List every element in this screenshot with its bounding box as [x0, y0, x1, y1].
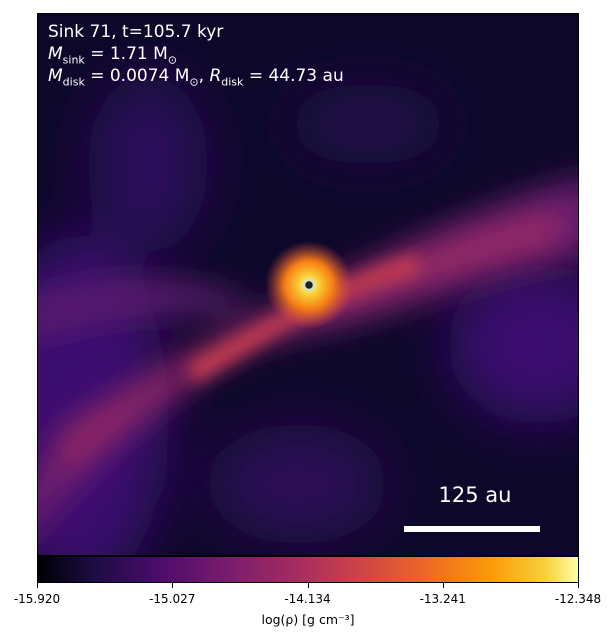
colorbar-tick-label: -13.241 — [419, 592, 466, 606]
disk-annotation: Mdisk = 0.0074 M⊙, Rdisk = 44.73 au — [48, 66, 344, 89]
sink-info-title: Sink 71, t=105.7 kyr — [48, 22, 224, 42]
colorbar-tick — [37, 583, 38, 588]
scale-bar-label: 125 au — [438, 483, 512, 507]
colorbar-tick — [578, 583, 579, 588]
scale-bar — [404, 526, 540, 532]
colorbar-tick — [172, 583, 174, 588]
colorbar-tick — [307, 583, 309, 588]
colorbar-tick-label: -15.920 — [13, 592, 61, 606]
sink-mass-annotation: Msink = 1.71 M⊙ — [48, 44, 178, 67]
colorbar-tick-label: -14.134 — [284, 592, 331, 606]
colorbar-tick — [442, 583, 444, 588]
density-field — [38, 14, 578, 555]
colorbar-tick-label: -15.027 — [149, 592, 196, 606]
colorbar — [37, 556, 579, 583]
sink-marker-icon — [302, 278, 316, 292]
colorbar-label: log(ρ) [g cm⁻³] — [261, 612, 355, 627]
colorbar-tick-label: -12.348 — [554, 592, 602, 606]
density-map: Sink 71, t=105.7 kyr Msink = 1.71 M⊙ Mdi… — [37, 13, 579, 556]
